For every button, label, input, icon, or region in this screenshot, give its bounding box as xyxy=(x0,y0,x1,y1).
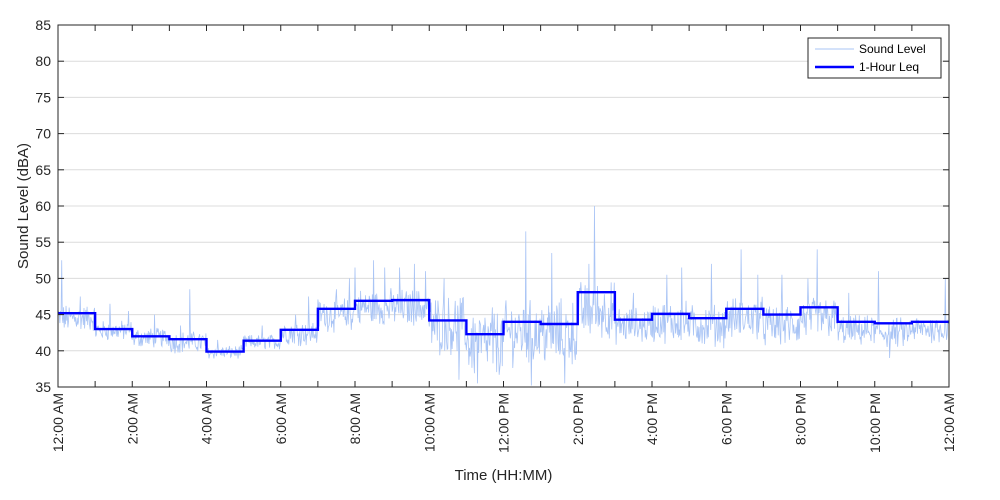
x-tick-label: 8:00 PM xyxy=(793,393,809,445)
x-tick-label: 12:00 AM xyxy=(50,393,66,452)
x-tick-label: 10:00 PM xyxy=(867,393,883,453)
x-axis-label: Time (HH:MM) xyxy=(455,467,553,484)
plot-series-group xyxy=(58,205,949,386)
x-tick-label: 10:00 AM xyxy=(421,393,437,452)
y-tick-label: 55 xyxy=(35,234,51,250)
legend-label-sound-level: Sound Level xyxy=(859,42,926,56)
y-tick-label: 40 xyxy=(35,343,51,359)
y-tick-label: 35 xyxy=(35,379,51,395)
x-tick-label: 2:00 AM xyxy=(124,393,140,444)
y-tick-label: 45 xyxy=(35,307,51,323)
x-tick-label: 12:00 AM xyxy=(941,393,957,452)
x-tick-label: 6:00 AM xyxy=(273,393,289,444)
y-tick-label: 80 xyxy=(35,53,51,69)
x-tick-label: 12:00 PM xyxy=(496,393,512,453)
y-tick-label: 85 xyxy=(35,17,51,33)
x-tick-label: 4:00 AM xyxy=(199,393,215,444)
y-tick-label: 65 xyxy=(35,162,51,178)
x-tick-label: 2:00 PM xyxy=(570,393,586,445)
legend-label-1-hour-leq: 1-Hour Leq xyxy=(859,60,919,74)
x-tick-label: 8:00 AM xyxy=(347,393,363,444)
y-tick-label: 75 xyxy=(35,89,51,105)
y-axis-label: Sound Level (dBA) xyxy=(15,143,32,269)
x-tick-label: 6:00 PM xyxy=(718,393,734,445)
legend-box xyxy=(807,37,942,79)
y-tick-label: 60 xyxy=(35,198,51,214)
y-axis: 35 40 45 50 55 60 65 70 75 80 85 xyxy=(35,17,949,395)
x-tick-label: 4:00 PM xyxy=(644,393,660,445)
legend: Sound Level 1-Hour Leq xyxy=(807,37,942,79)
y-tick-label: 70 xyxy=(35,126,51,142)
x-axis: 12:00 AM 2:00 AM 4:00 AM 6:00 AM 8:00 AM 10:0… xyxy=(50,25,957,453)
series-line-1-hour-leq xyxy=(58,290,949,353)
y-tick-label: 50 xyxy=(35,270,51,286)
